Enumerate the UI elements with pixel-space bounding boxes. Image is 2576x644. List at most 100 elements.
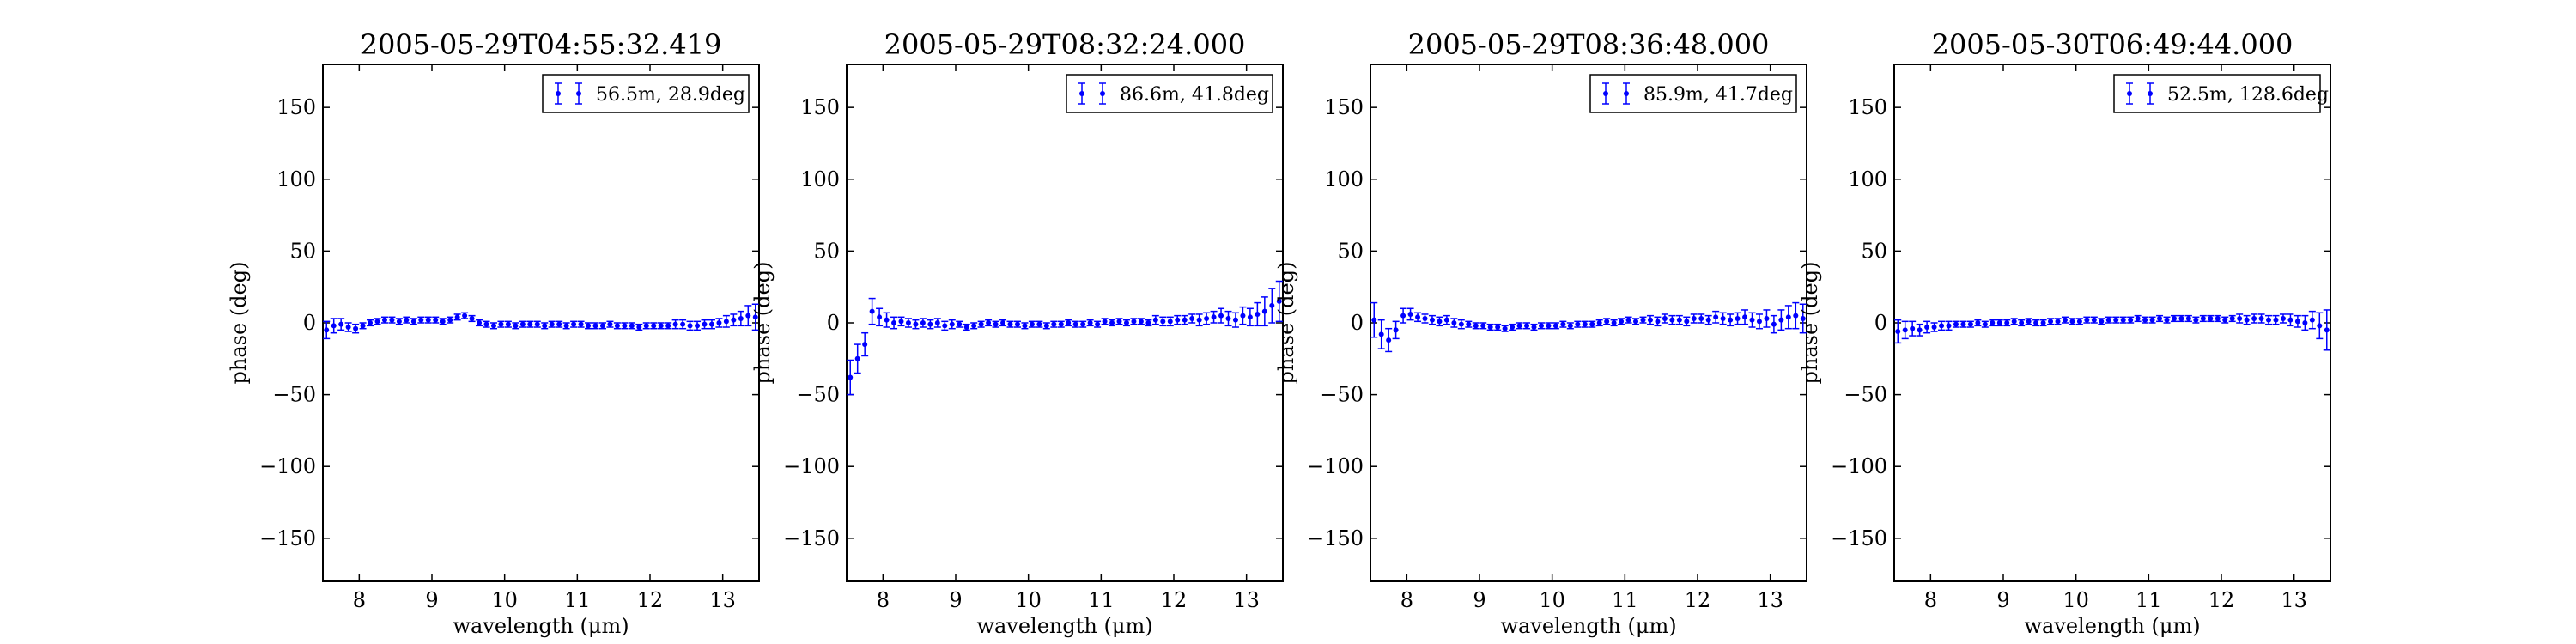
data-point <box>2011 319 2017 325</box>
x-tick-label: 12 <box>1685 588 1711 612</box>
y-axis-label: phase (deg) <box>1274 262 1298 385</box>
data-point <box>2185 315 2191 321</box>
data-point <box>1167 319 1173 325</box>
data-point <box>563 323 569 329</box>
data-point <box>2105 317 2111 323</box>
data-point <box>469 315 475 321</box>
data-point <box>2142 317 2148 323</box>
data-point <box>2309 317 2315 323</box>
data-point <box>1917 327 1923 333</box>
data-point <box>1793 313 1799 319</box>
data-point <box>360 323 366 329</box>
data-point <box>1778 317 1784 323</box>
x-tick-label: 8 <box>1400 588 1413 612</box>
data-point <box>702 321 708 327</box>
data-point <box>1029 321 1035 327</box>
data-point <box>1771 321 1777 327</box>
data-point <box>1742 314 1748 320</box>
y-tick-label: −50 <box>1320 383 1364 407</box>
data-point <box>1800 315 1806 321</box>
data-point <box>1931 325 1937 331</box>
legend-marker <box>2148 91 2153 96</box>
plot-frame <box>322 64 760 582</box>
y-axis-label: phase (deg) <box>1798 262 1822 385</box>
data-point <box>396 319 402 325</box>
data-point <box>607 321 613 327</box>
data-point <box>2200 315 2206 321</box>
data-point <box>1516 323 1522 329</box>
data-point <box>2258 315 2264 321</box>
data-point <box>1633 319 1639 325</box>
data-point <box>1967 321 1973 327</box>
data-point <box>986 320 992 325</box>
data-point <box>1676 317 1682 323</box>
data-point <box>353 325 359 331</box>
chart-panel-4: 2005-05-30T06:49:44.000 −150 −100 −50 0 50 100… <box>1798 28 2331 638</box>
data-point <box>884 317 890 323</box>
x-axis-label: wavelength (μm) <box>976 614 1152 638</box>
data-point <box>1145 320 1151 325</box>
data-point <box>1960 321 1966 327</box>
data-point <box>1007 321 1013 327</box>
data-point <box>1218 313 1224 319</box>
plot-frame <box>1370 64 1807 582</box>
y-tick-label: 150 <box>1324 95 1364 119</box>
data-point <box>477 320 483 325</box>
y-tick-label: 50 <box>1861 239 1887 263</box>
data-point <box>1640 317 1646 323</box>
data-point <box>1182 317 1188 323</box>
data-point <box>2120 317 2126 323</box>
data-point <box>2273 317 2279 323</box>
data-point <box>1036 321 1042 327</box>
data-point <box>2084 317 2090 323</box>
data-point <box>1000 320 1006 325</box>
y-axis-label: phase (deg) <box>227 262 251 385</box>
data-point <box>731 317 737 323</box>
y-tick-label: −150 <box>1307 526 1364 550</box>
data-point <box>1749 317 1755 323</box>
data-point <box>1022 323 1028 329</box>
y-tick-label: −150 <box>783 526 840 550</box>
data-point <box>1575 321 1581 327</box>
x-tick-label: 8 <box>1924 588 1937 612</box>
data-point <box>2229 315 2235 321</box>
data-point <box>404 317 410 323</box>
data-point <box>483 321 489 327</box>
y-tick-label: 50 <box>813 239 840 263</box>
data-point <box>505 321 511 327</box>
data-point <box>1276 298 1282 304</box>
x-axis-label: wavelength (μm) <box>2024 614 2200 638</box>
data-point <box>1910 325 1916 331</box>
data-point <box>1669 317 1675 323</box>
y-tick-label: −50 <box>272 383 316 407</box>
data-point <box>877 314 883 320</box>
data-point <box>599 323 605 329</box>
data-point <box>905 320 911 325</box>
y-tick-label: 50 <box>289 239 316 263</box>
data-point <box>1160 319 1166 325</box>
y-tick-label: 0 <box>1351 311 1364 335</box>
legend-marker <box>2127 91 2132 96</box>
data-point <box>1567 323 1573 329</box>
data-point <box>381 317 387 323</box>
x-axis-label: wavelength (μm) <box>453 614 629 638</box>
data-point <box>1684 319 1690 325</box>
data-point <box>963 325 969 331</box>
data-point <box>2193 317 2199 323</box>
data-point <box>1466 321 1472 327</box>
data-point <box>498 321 504 327</box>
data-point <box>942 323 948 329</box>
data-point <box>708 321 714 327</box>
data-point <box>2004 320 2010 325</box>
y-tick-label: −150 <box>259 526 316 550</box>
data-point <box>687 323 693 329</box>
data-point <box>1953 321 1959 327</box>
data-point <box>2222 317 2228 323</box>
data-point <box>2317 323 2323 329</box>
data-point <box>519 321 526 327</box>
data-point <box>1196 317 1202 323</box>
x-tick-label: 9 <box>1473 588 1485 612</box>
data-point <box>680 321 686 327</box>
data-point <box>389 317 395 323</box>
data-point <box>1058 321 1064 327</box>
